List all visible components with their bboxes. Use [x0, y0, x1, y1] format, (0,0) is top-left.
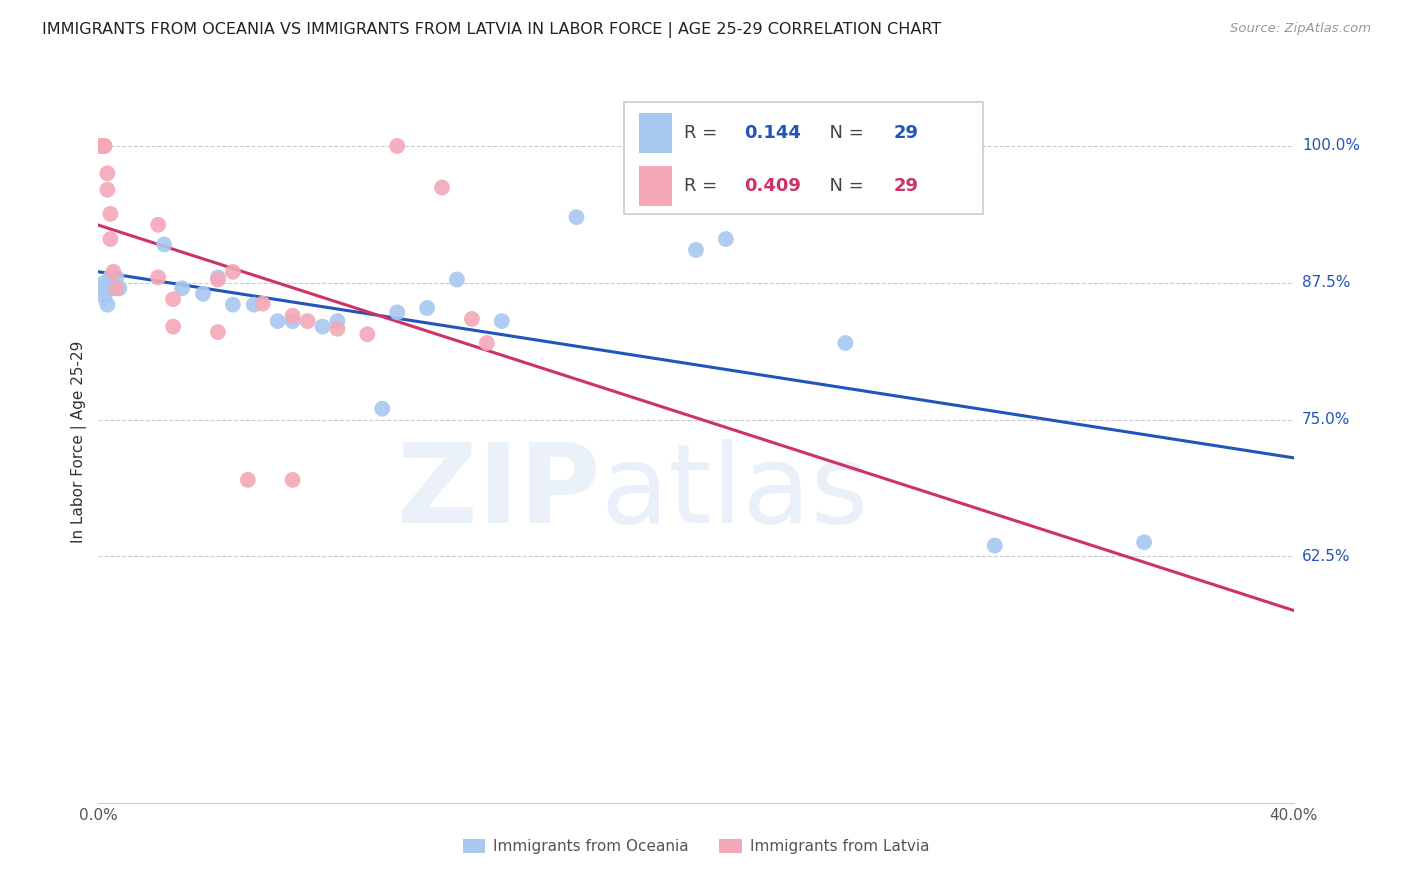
Point	[685, 243, 707, 257]
Text: atlas: atlas	[600, 439, 869, 546]
Point	[98, 207, 122, 221]
Text: 62.5%: 62.5%	[1302, 549, 1350, 564]
Point	[430, 180, 453, 194]
Text: 0.409: 0.409	[744, 177, 800, 195]
Point	[565, 210, 588, 224]
Point	[93, 281, 115, 295]
Point	[984, 539, 1007, 553]
Text: N =: N =	[818, 177, 869, 195]
Text: 75.0%: 75.0%	[1302, 412, 1350, 427]
Point	[416, 301, 439, 315]
Point	[90, 139, 112, 153]
Point	[90, 139, 112, 153]
Text: Source: ZipAtlas.com: Source: ZipAtlas.com	[1230, 22, 1371, 36]
Point	[148, 270, 170, 285]
Point	[93, 290, 115, 304]
Point	[93, 139, 115, 153]
Point	[385, 139, 409, 153]
Point	[461, 312, 484, 326]
Point	[207, 272, 229, 286]
Point	[93, 276, 115, 290]
Bar	[638, 113, 672, 153]
Text: R =: R =	[685, 177, 723, 195]
Point	[311, 319, 333, 334]
Point	[105, 281, 128, 295]
Point	[162, 319, 184, 334]
Y-axis label: In Labor Force | Age 25-29: In Labor Force | Age 25-29	[72, 341, 87, 542]
Point	[243, 298, 266, 312]
Text: 29: 29	[893, 124, 918, 143]
Point	[385, 305, 409, 319]
Point	[714, 232, 737, 246]
Text: 87.5%: 87.5%	[1302, 276, 1350, 290]
Point	[1133, 535, 1156, 549]
Text: 29: 29	[893, 177, 918, 195]
Point	[222, 265, 245, 279]
Text: 100.0%: 100.0%	[1302, 138, 1360, 153]
Point	[207, 270, 229, 285]
Point	[93, 139, 115, 153]
Text: 0.144: 0.144	[744, 124, 800, 143]
Point	[834, 336, 856, 351]
Point	[96, 183, 118, 197]
FancyBboxPatch shape	[624, 102, 983, 214]
Point	[90, 139, 112, 153]
Point	[103, 265, 125, 279]
Point	[491, 314, 513, 328]
Bar	[638, 166, 672, 206]
Point	[148, 218, 170, 232]
Point	[326, 314, 349, 328]
Point	[172, 281, 194, 295]
Point	[252, 296, 274, 310]
Point	[297, 314, 319, 328]
Legend: Immigrants from Oceania, Immigrants from Latvia: Immigrants from Oceania, Immigrants from…	[457, 833, 935, 860]
Point	[326, 322, 349, 336]
Point	[281, 473, 304, 487]
Text: R =: R =	[685, 124, 723, 143]
Point	[162, 292, 184, 306]
Point	[103, 281, 125, 295]
Point	[236, 473, 259, 487]
Point	[207, 325, 229, 339]
Point	[356, 327, 378, 342]
Point	[446, 272, 468, 286]
Text: ZIP: ZIP	[396, 439, 600, 546]
Point	[108, 281, 131, 295]
Text: N =: N =	[818, 124, 869, 143]
Point	[153, 237, 176, 252]
Point	[371, 401, 394, 416]
Point	[281, 314, 304, 328]
Point	[96, 298, 118, 312]
Point	[281, 309, 304, 323]
Point	[475, 336, 498, 351]
Point	[98, 232, 122, 246]
Point	[96, 166, 118, 180]
Point	[191, 286, 214, 301]
Point	[222, 298, 245, 312]
Point	[98, 270, 122, 285]
Point	[105, 270, 128, 285]
Text: IMMIGRANTS FROM OCEANIA VS IMMIGRANTS FROM LATVIA IN LABOR FORCE | AGE 25-29 COR: IMMIGRANTS FROM OCEANIA VS IMMIGRANTS FR…	[42, 22, 942, 38]
Point	[267, 314, 290, 328]
